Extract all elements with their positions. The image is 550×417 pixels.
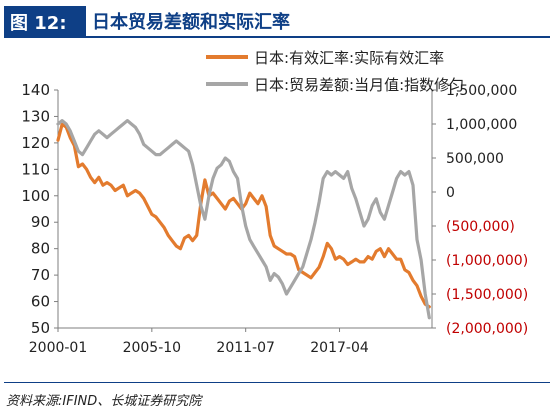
right-tick-label: (500,000): [446, 219, 515, 235]
figure-number-badge: 图 12:: [4, 6, 86, 36]
series-layer: [56, 118, 431, 320]
header-divider: [4, 36, 550, 38]
left-tick-label: 110: [21, 160, 50, 178]
figure-number: 图 12:: [10, 13, 67, 34]
x-tick-label: 2011-07: [216, 340, 275, 356]
right-tick-label: (1,500,000): [446, 287, 528, 303]
left-tick-label: 50: [31, 319, 50, 337]
left-tick-label: 120: [21, 134, 50, 152]
legend-label: 日本:贸易差额:当月值:指数修匀: [254, 76, 464, 94]
x-tick-label: 2017-04: [310, 340, 369, 356]
left-tick-label: 140: [21, 81, 50, 99]
right-tick-label: (1,000,000): [446, 253, 528, 269]
source-note: 资料来源:IFIND、长城证券研究院: [6, 394, 202, 409]
line-chart: 140 130 120 110 100 90 80 70 60 50 1,500,000 1,000,…: [21, 49, 528, 356]
series-line-real-effective-rate: [56, 122, 431, 309]
left-tick-label: 130: [21, 107, 50, 125]
left-tick-label: 90: [31, 213, 50, 231]
series-line-trade-balance: [56, 118, 431, 320]
left-tick-label: 60: [31, 293, 50, 311]
right-tick-label: (2,000,000): [446, 321, 528, 337]
right-tick-label: 500,000: [446, 151, 504, 167]
right-tick-label: 1,500,000: [446, 83, 517, 99]
left-tick-label: 70: [31, 266, 50, 284]
figure-title: 日本贸易差额和实际汇率: [92, 12, 290, 33]
right-tick-label: 1,000,000: [446, 117, 517, 133]
figure-header: 图 12: 日本贸易差额和实际汇率: [0, 0, 550, 38]
x-tick-label: 2005-10: [123, 340, 182, 356]
right-tick-label: 0: [446, 185, 455, 201]
x-tick-label: 2000-01: [29, 340, 88, 356]
legend-label: 日本:有效汇率:实际有效汇率: [254, 49, 444, 67]
footer-divider: [4, 382, 550, 383]
axes: 140 130 120 110 100 90 80 70 60 50 1,500,000 1,000,…: [21, 81, 528, 356]
left-tick-label: 80: [31, 240, 50, 258]
left-tick-label: 100: [21, 187, 50, 205]
